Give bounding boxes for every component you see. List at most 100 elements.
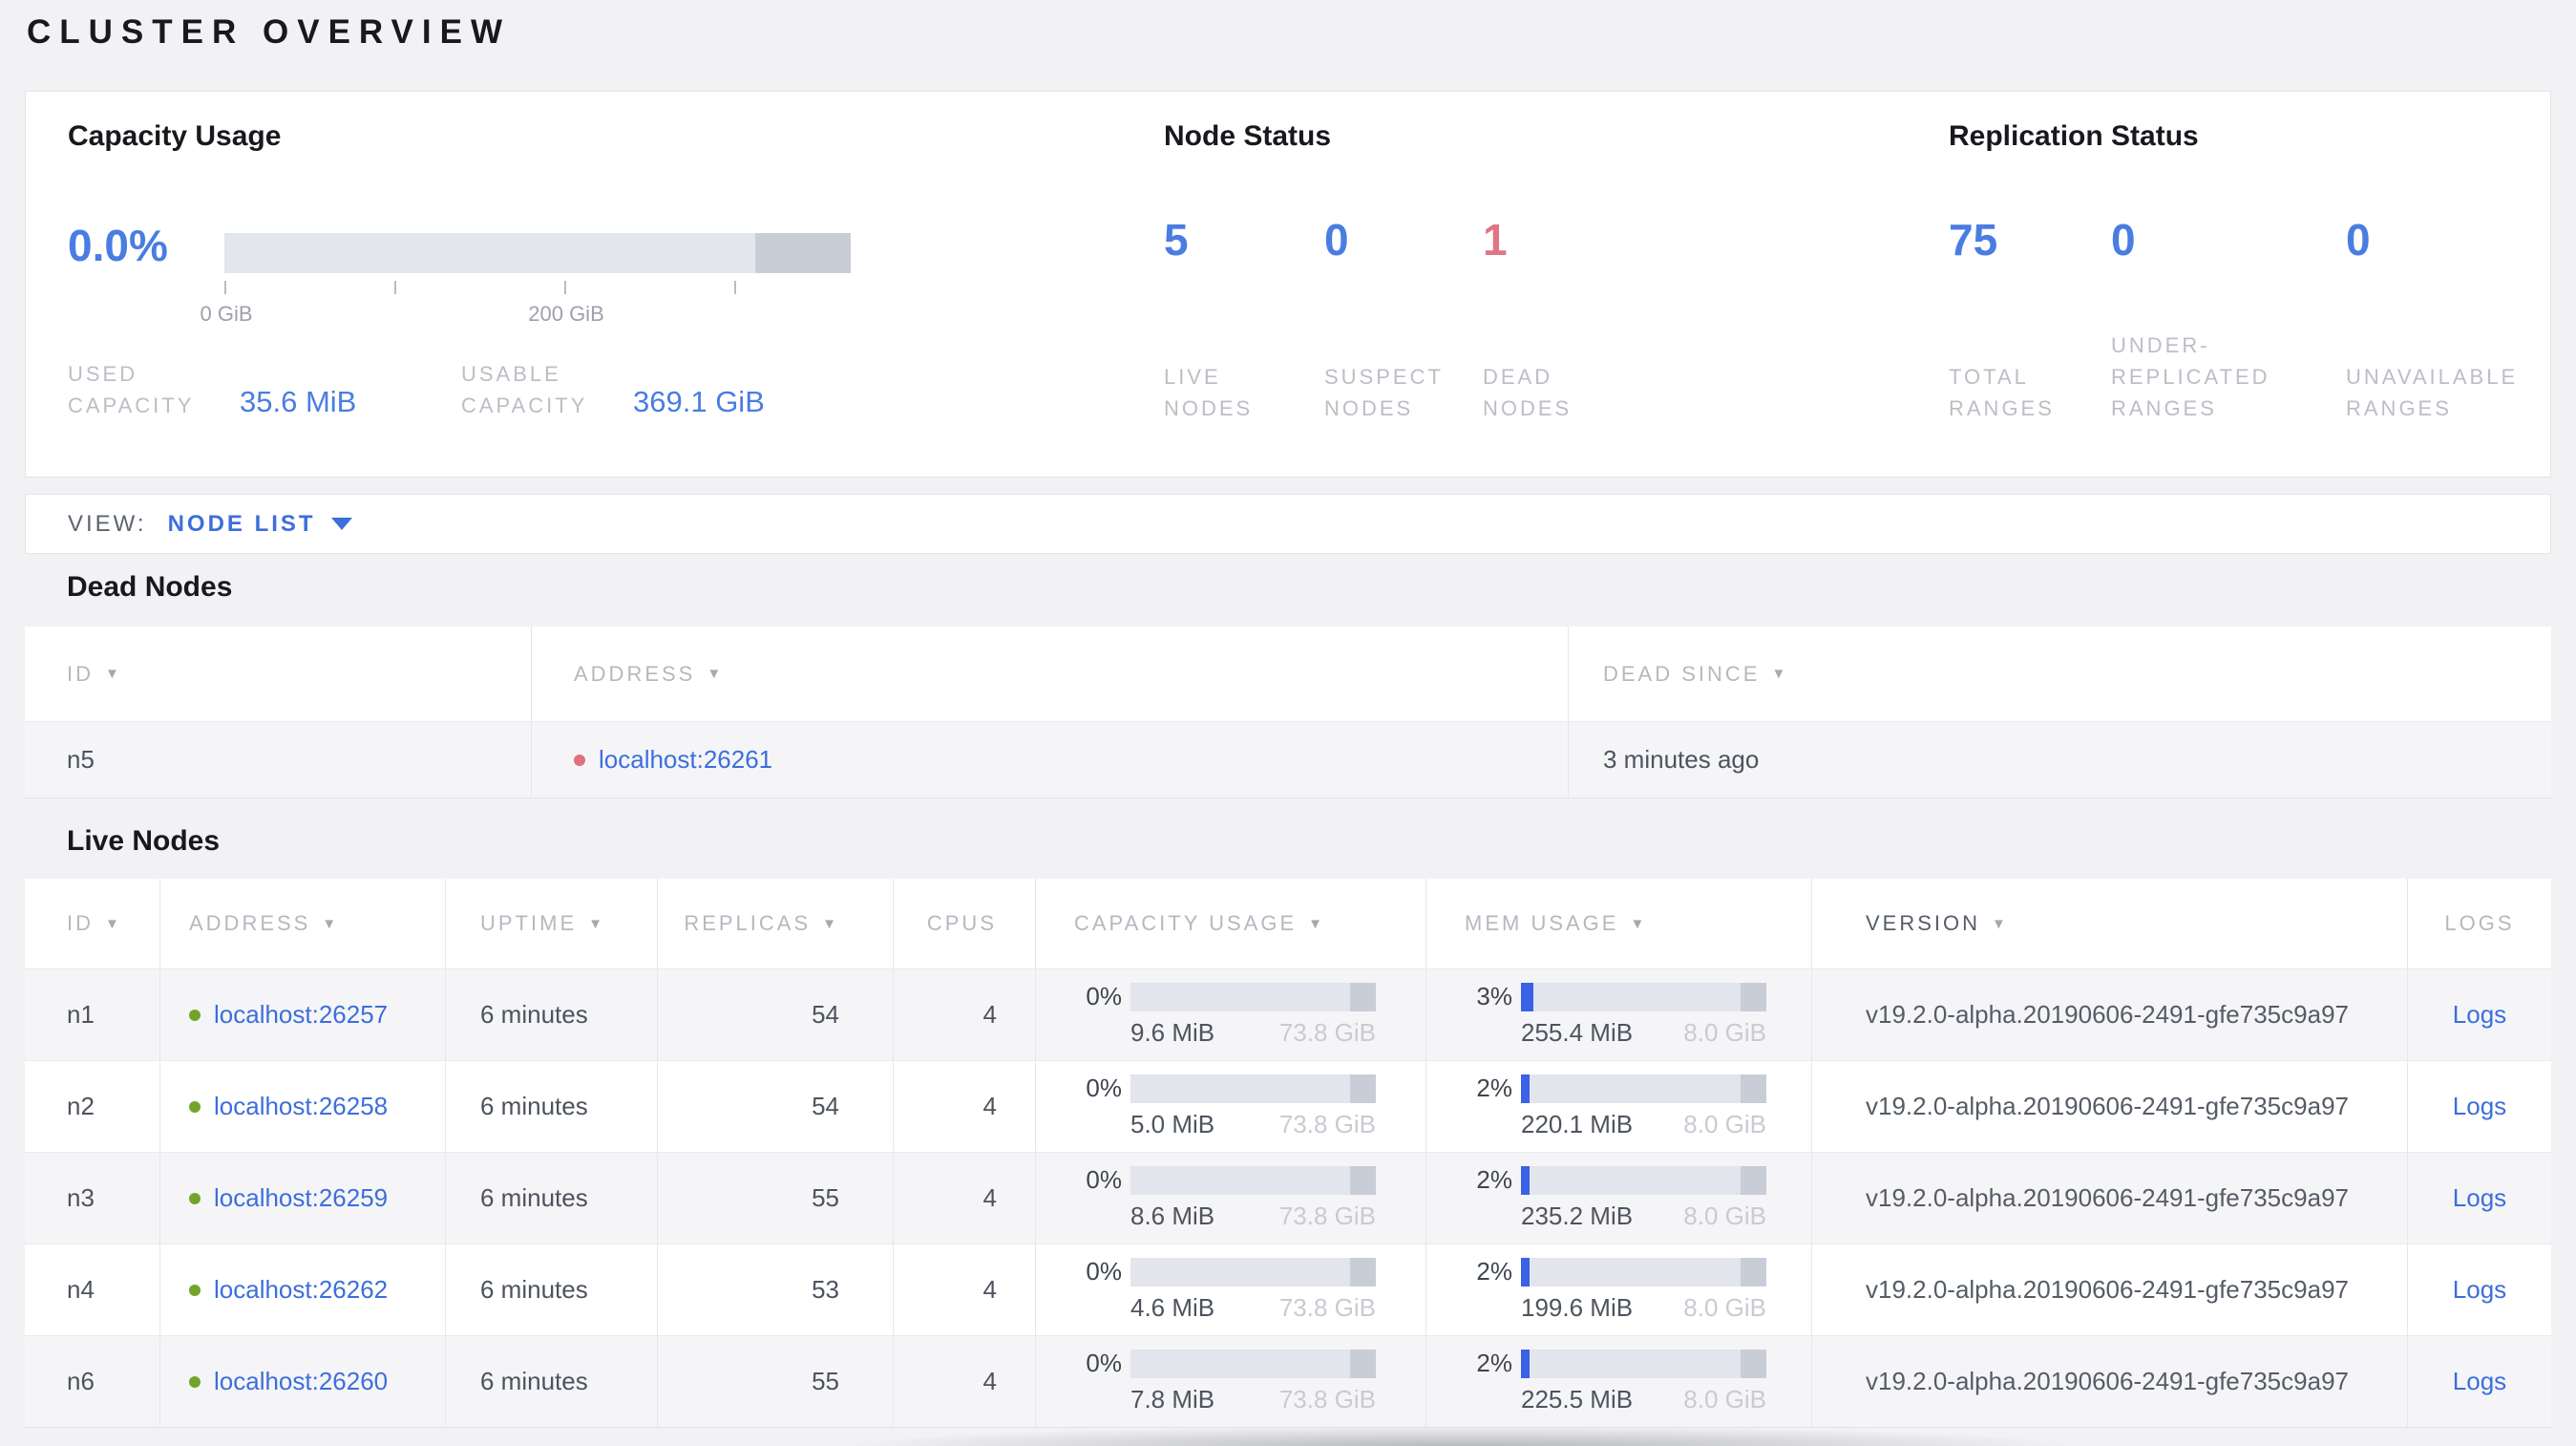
live-nodes-table: ID ▼ ADDRESS ▼ UPTIME ▼ REPLICAS ▼ CPUS … [25,879,2551,1428]
capacity-usage-bar [1130,1165,1376,1195]
capacity-total-value: 73.8 GiB [1278,1385,1376,1414]
node-address-cell: localhost:26261 [532,722,1569,797]
capacity-total-value: 73.8 GiB [1278,1293,1376,1322]
node-cpus-cell: 4 [894,1336,1036,1427]
axis-tick-label: 200 GiB [528,302,604,326]
column-header-dead-since[interactable]: DEAD SINCE ▼ [1569,627,2551,721]
node-address-link[interactable]: localhost:26259 [214,1183,389,1212]
capacity-percent: 0% [1086,1257,1122,1286]
memory-total-value: 8.0 GiB [1683,1018,1766,1047]
capacity-used-value: 7.8 MiB [1130,1385,1215,1414]
memory-fill-segment [1521,982,1534,1011]
dead-nodes-table: ID ▼ ADDRESS ▼ DEAD SINCE ▼ n5 localhost… [25,627,2551,798]
capacity-reserved-segment [1350,982,1376,1011]
node-logs-cell: Logs [2408,1244,2551,1335]
dead-nodes-count: 1 [1483,215,1508,265]
replicas-value: 54 [812,1092,839,1120]
live-status-icon [189,1192,201,1204]
capacity-usage-bar [224,233,851,273]
column-header-replicas[interactable]: REPLICAS ▼ [658,879,894,968]
column-header-version[interactable]: VERSION ▼ [1812,879,2408,968]
total-ranges-label: TOTAL RANGES [1949,365,2055,420]
column-header-label: ADDRESS [574,661,696,686]
capacity-reserved-segment [1350,1257,1376,1287]
capacity-used-value: 4.6 MiB [1130,1293,1215,1322]
node-id: n2 [67,1092,95,1120]
capacity-reserved-segment [755,233,851,273]
live-status-icon [189,1284,201,1296]
node-logs-cell: Logs [2408,1153,2551,1244]
table-row: n4 localhost:26262 6 minutes 53 4 0% 4.6… [25,1244,2551,1335]
dead-nodes-label: DEAD NODES [1483,365,1573,420]
logs-link[interactable]: Logs [2452,1275,2507,1304]
suspect-nodes-stat: 0 SUSPECT NODES [1324,216,1448,424]
capacity-reserved-segment [1350,1074,1376,1103]
column-header-label: ID [67,911,94,935]
uptime-value: 6 minutes [480,1275,588,1304]
column-header-id[interactable]: ID ▼ [25,627,532,721]
axis-tick-label: 0 GiB [200,302,253,326]
dead-nodes-stat: 1 DEAD NODES [1483,216,1588,424]
cpus-value: 4 [982,1092,997,1120]
node-uptime-cell: 6 minutes [446,1061,658,1152]
column-header-uptime[interactable]: UPTIME ▼ [446,879,658,968]
unavailable-ranges-label: UNAVAILABLE RANGES [2346,365,2519,420]
under-replicated-ranges-count: 0 [2111,215,2136,265]
capacity-total-value: 73.8 GiB [1278,1110,1376,1138]
logs-link[interactable]: Logs [2452,1000,2507,1029]
column-header-address[interactable]: ADDRESS ▼ [532,627,1569,721]
logs-link[interactable]: Logs [2452,1092,2507,1120]
memory-percent: 2% [1476,1257,1512,1286]
logs-link[interactable]: Logs [2452,1183,2507,1212]
column-header-label: VERSION [1866,911,1981,935]
memory-total-value: 8.0 GiB [1683,1385,1766,1414]
sort-arrow-icon: ▼ [322,915,340,932]
live-nodes-header-row: ID ▼ ADDRESS ▼ UPTIME ▼ REPLICAS ▼ CPUS … [25,879,2551,968]
node-memory-cell: 2% 220.1 MiB 8.0 GiB [1426,1061,1812,1152]
node-address-cell: localhost:26260 [160,1336,446,1427]
node-id: n5 [67,745,95,774]
usable-capacity-label: USABLE CAPACITY [461,362,588,417]
logs-link[interactable]: Logs [2452,1367,2507,1395]
live-nodes-body: n1 localhost:26257 6 minutes 54 4 0% 9.6… [25,968,2551,1427]
column-header-mem-usage[interactable]: MEM USAGE ▼ [1426,879,1812,968]
dead-status-icon [574,754,585,766]
column-header-capacity-usage[interactable]: CAPACITY USAGE ▼ [1036,879,1426,968]
capacity-total-value: 73.8 GiB [1278,1018,1376,1047]
view-bar: VIEW: NODE LIST [25,494,2551,554]
axis-tick [394,281,396,294]
node-version-cell: v19.2.0-alpha.20190606-2491-gfe735c9a97 [1812,1244,2408,1335]
node-address-link[interactable]: localhost:26260 [214,1367,389,1395]
memory-fill-segment [1521,1165,1530,1195]
node-address-link[interactable]: localhost:26258 [214,1092,389,1120]
replicas-value: 53 [812,1275,839,1304]
used-capacity-label: USED CAPACITY [68,362,195,417]
column-header-label: LOGS [2444,911,2515,935]
node-address-link[interactable]: localhost:26261 [599,745,773,774]
node-address-link[interactable]: localhost:26257 [214,1000,389,1029]
node-id: n3 [67,1183,95,1212]
view-label: VIEW: [68,510,147,537]
memory-total-value: 8.0 GiB [1683,1201,1766,1230]
capacity-reserved-segment [1350,1349,1376,1378]
column-header-address[interactable]: ADDRESS ▼ [160,879,446,968]
memory-usage-bar [1521,1074,1766,1103]
capacity-total-value: 73.8 GiB [1278,1201,1376,1230]
sort-arrow-icon: ▼ [1992,915,2009,932]
memory-reserved-segment [1741,982,1766,1011]
suspect-nodes-count: 0 [1324,215,1349,265]
column-header-label: MEM USAGE [1465,911,1619,935]
column-header-id[interactable]: ID ▼ [25,879,160,968]
node-replicas-cell: 55 [658,1153,894,1244]
capacity-usage-bar [1130,1257,1376,1287]
view-selected-value: NODE LIST [167,510,316,537]
column-header-cpus[interactable]: CPUS [894,879,1036,968]
replicas-value: 54 [812,1000,839,1029]
column-header-label: CAPACITY USAGE [1074,911,1298,935]
node-address-link[interactable]: localhost:26262 [214,1275,389,1304]
view-dropdown[interactable]: NODE LIST [168,511,352,538]
used-capacity-stat: USED CAPACITY 35.6 MiB [68,358,356,421]
version-value: v19.2.0-alpha.20190606-2491-gfe735c9a97 [1866,1000,2349,1029]
table-row: n3 localhost:26259 6 minutes 55 4 0% 8.6… [25,1152,2551,1244]
axis-tick [224,281,226,294]
